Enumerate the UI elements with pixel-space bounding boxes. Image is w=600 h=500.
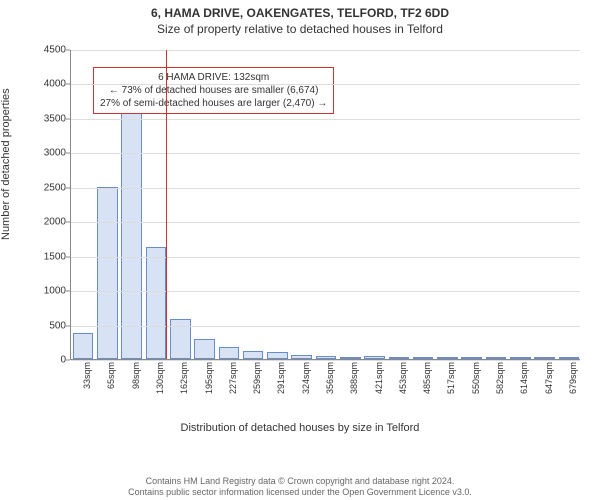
bar — [219, 347, 240, 359]
x-tick-label: 679sqm — [568, 362, 578, 422]
bar — [340, 357, 361, 359]
y-tick-mark — [66, 84, 70, 85]
y-tick-label: 1500 — [38, 251, 66, 262]
annotation-line-3: 27% of semi-detached houses are larger (… — [100, 97, 327, 110]
y-tick-label: 4500 — [38, 45, 66, 56]
x-tick-label: 421sqm — [374, 362, 384, 422]
y-axis-label: Number of detached properties — [0, 88, 12, 240]
x-tick-label: 130sqm — [155, 362, 165, 422]
y-tick-mark — [66, 291, 70, 292]
y-tick-label: 4000 — [38, 79, 66, 90]
bar — [559, 357, 580, 359]
plot-area: 6 HAMA DRIVE: 132sqm ← 73% of detached h… — [70, 50, 580, 360]
x-tick-label: 453sqm — [398, 362, 408, 422]
y-tick-mark — [66, 118, 70, 119]
y-tick-mark — [66, 153, 70, 154]
bar — [146, 247, 167, 359]
bar — [73, 333, 94, 359]
y-tick-label: 2500 — [38, 182, 66, 193]
x-tick-label: 550sqm — [471, 362, 481, 422]
footer-line-2: Contains public sector information licen… — [0, 487, 600, 498]
page-subtitle: Size of property relative to detached ho… — [0, 22, 600, 36]
bar — [291, 355, 312, 359]
chart-container: Number of detached properties 6 HAMA DRI… — [0, 40, 600, 440]
reference-annotation: 6 HAMA DRIVE: 132sqm ← 73% of detached h… — [93, 67, 334, 114]
x-tick-label: 227sqm — [228, 362, 238, 422]
annotation-line-2: ← 73% of detached houses are smaller (6,… — [100, 84, 327, 97]
y-tick-label: 500 — [38, 320, 66, 331]
y-tick-mark — [66, 222, 70, 223]
bar — [413, 357, 434, 359]
reference-line — [166, 50, 167, 359]
gridline — [71, 84, 580, 85]
y-tick-mark — [66, 325, 70, 326]
gridline — [71, 326, 580, 327]
y-tick-label: 3000 — [38, 148, 66, 159]
bar — [437, 357, 458, 359]
x-tick-label: 647sqm — [544, 362, 554, 422]
x-tick-label: 485sqm — [422, 362, 432, 422]
x-tick-label: 195sqm — [204, 362, 214, 422]
bar — [364, 356, 385, 359]
bar — [97, 187, 118, 359]
gridline — [71, 50, 580, 51]
bar — [534, 357, 555, 359]
x-tick-label: 162sqm — [179, 362, 189, 422]
y-tick-mark — [66, 50, 70, 51]
y-tick-mark — [66, 256, 70, 257]
bar — [121, 73, 142, 359]
page-title: 6, HAMA DRIVE, OAKENGATES, TELFORD, TF2 … — [0, 6, 600, 20]
y-tick-mark — [66, 360, 70, 361]
gridline — [71, 257, 580, 258]
x-tick-label: 356sqm — [325, 362, 335, 422]
gridline — [71, 188, 580, 189]
y-tick-label: 2000 — [38, 217, 66, 228]
gridline — [71, 291, 580, 292]
y-tick-label: 1000 — [38, 286, 66, 297]
y-tick-label: 3500 — [38, 113, 66, 124]
gridline — [71, 222, 580, 223]
footer-line-1: Contains HM Land Registry data © Crown c… — [0, 476, 600, 487]
annotation-line-1: 6 HAMA DRIVE: 132sqm — [100, 71, 327, 84]
x-tick-label: 291sqm — [276, 362, 286, 422]
x-tick-label: 582sqm — [495, 362, 505, 422]
x-tick-label: 259sqm — [252, 362, 262, 422]
x-tick-label: 65sqm — [106, 362, 116, 422]
gridline — [71, 360, 580, 361]
bar — [243, 351, 264, 359]
gridline — [71, 153, 580, 154]
x-tick-label: 324sqm — [301, 362, 311, 422]
x-axis-label: Distribution of detached houses by size … — [0, 422, 600, 434]
bar — [316, 356, 337, 359]
x-tick-label: 98sqm — [131, 362, 141, 422]
bar — [486, 357, 507, 359]
bar — [461, 357, 482, 359]
bar — [267, 352, 288, 359]
bar — [389, 357, 410, 359]
x-tick-label: 517sqm — [446, 362, 456, 422]
y-tick-mark — [66, 187, 70, 188]
x-tick-label: 614sqm — [519, 362, 529, 422]
x-tick-label: 33sqm — [82, 362, 92, 422]
gridline — [71, 119, 580, 120]
x-tick-label: 388sqm — [349, 362, 359, 422]
footer-attribution: Contains HM Land Registry data © Crown c… — [0, 476, 600, 499]
y-tick-label: 0 — [38, 355, 66, 366]
bar — [510, 357, 531, 359]
bar — [194, 339, 215, 359]
